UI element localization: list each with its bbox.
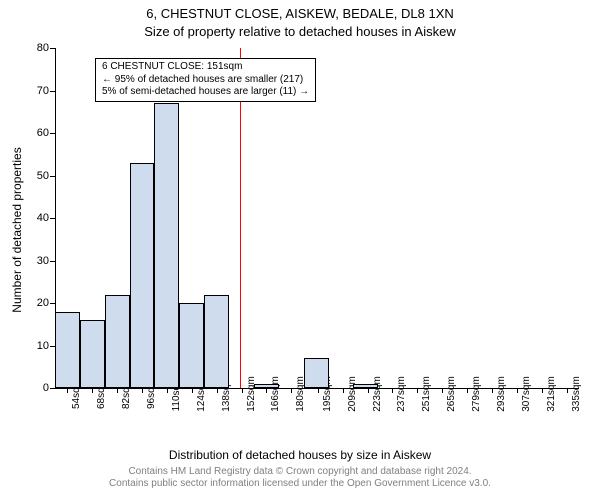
ytick-label: 70 — [9, 85, 49, 97]
histogram-bar — [154, 103, 179, 388]
y-axis-line — [55, 48, 56, 388]
ytick-label: 60 — [9, 127, 49, 139]
histogram-bar — [105, 295, 130, 389]
xtick-label: 279sqm — [471, 376, 482, 412]
x-axis-label: Distribution of detached houses by size … — [0, 448, 600, 462]
ytick-label: 0 — [9, 382, 49, 394]
ytick-label: 80 — [9, 42, 49, 54]
footnote-line2: Contains public sector information licen… — [109, 478, 491, 489]
ytick-label: 40 — [9, 212, 49, 224]
chart-title-line1: 6, CHESTNUT CLOSE, AISKEW, BEDALE, DL8 1… — [0, 6, 600, 21]
histogram-bar — [80, 320, 105, 388]
histogram-bar — [304, 358, 329, 388]
ytick-label: 30 — [9, 255, 49, 267]
annotation-line2: ← 95% of detached houses are smaller (21… — [102, 74, 309, 87]
plot-area: 0102030405060708054sqm68sqm82sqm96sqm110… — [55, 48, 579, 388]
xtick-label: 265sqm — [446, 376, 457, 412]
xtick-label: 251sqm — [421, 376, 432, 412]
xtick-label: 321sqm — [546, 376, 557, 412]
histogram-bar — [55, 312, 80, 389]
footnote: Contains HM Land Registry data © Crown c… — [0, 466, 600, 490]
annotation-box: 6 CHESTNUT CLOSE: 151sqm ← 95% of detach… — [95, 58, 316, 102]
xtick-label: 293sqm — [496, 376, 507, 412]
xtick-label: 335sqm — [571, 376, 582, 412]
ytick-label: 10 — [9, 340, 49, 352]
histogram-bar — [204, 295, 229, 389]
histogram-bar — [130, 163, 155, 388]
ytick-label: 20 — [9, 297, 49, 309]
x-axis-line — [55, 388, 579, 389]
xtick-label: 166sqm — [270, 376, 281, 412]
chart-title-line2: Size of property relative to detached ho… — [0, 24, 600, 39]
xtick-label: 209sqm — [347, 376, 358, 412]
xtick-label: 307sqm — [521, 376, 532, 412]
xtick-label: 223sqm — [372, 376, 383, 412]
xtick-label: 237sqm — [396, 376, 407, 412]
histogram-bar — [179, 303, 204, 388]
annotation-line1: 6 CHESTNUT CLOSE: 151sqm — [102, 61, 309, 74]
ytick-label: 50 — [9, 170, 49, 182]
chart-container: 6, CHESTNUT CLOSE, AISKEW, BEDALE, DL8 1… — [0, 0, 600, 500]
annotation-line3: 5% of semi-detached houses are larger (1… — [102, 86, 309, 99]
footnote-line1: Contains HM Land Registry data © Crown c… — [128, 466, 471, 477]
xtick-label: 152sqm — [246, 376, 257, 412]
